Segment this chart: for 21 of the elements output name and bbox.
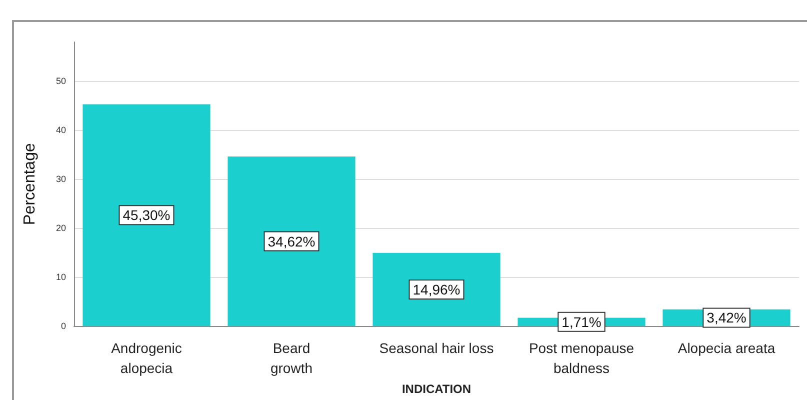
y-tick-label: 10 xyxy=(56,272,66,282)
x-axis-title: INDICATION xyxy=(402,382,472,396)
y-axis-title: Percentage xyxy=(22,143,38,225)
x-tick-label: Seasonal hair loss xyxy=(379,340,494,356)
data-label: 1,71% xyxy=(562,314,602,330)
y-tick-label: 30 xyxy=(56,174,66,184)
bar xyxy=(82,104,210,326)
y-tick-label: 40 xyxy=(56,125,66,136)
bar xyxy=(228,156,356,326)
y-tick-label: 20 xyxy=(56,223,66,234)
x-tick-label: Alopecia areata xyxy=(678,340,776,356)
data-label: 14,96% xyxy=(412,281,460,298)
x-tick-label: Post menopause baldness xyxy=(528,340,634,376)
bar xyxy=(372,252,500,326)
y-tick-label: 50 xyxy=(56,76,66,86)
x-tick-label: Androgenic alopecia xyxy=(111,340,182,376)
y-tick-label: 0 xyxy=(60,321,66,332)
x-tick-label: Beard growth xyxy=(270,340,313,376)
data-label: 34,62% xyxy=(268,233,316,250)
data-label: 3,42% xyxy=(706,310,746,326)
data-label: 45,30% xyxy=(122,207,170,224)
